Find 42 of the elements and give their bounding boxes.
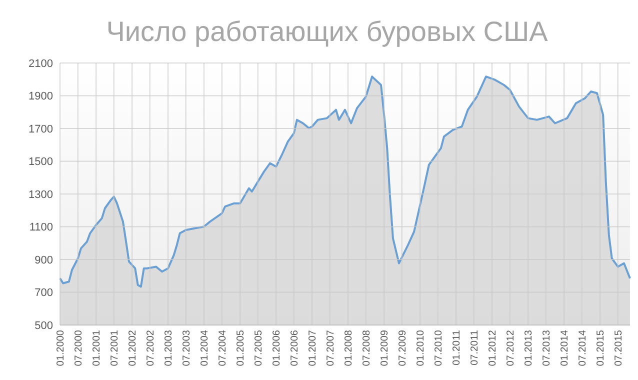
x-tick-label: 07.2001 (109, 330, 120, 366)
x-tick-label: 07.2010 (433, 330, 444, 366)
x-tick-label: 01.2011 (452, 330, 463, 366)
x-tick-label: 01.2013 (524, 330, 535, 366)
x-tick-label: 01.2003 (164, 330, 175, 366)
x-tick-label: 07.2003 (181, 330, 192, 366)
x-tick-label: 07.2009 (397, 330, 408, 366)
x-tick-label: 01.2007 (308, 330, 319, 366)
chart-title: Число работающих буровых США (106, 16, 548, 47)
x-tick-label: 07.2008 (361, 330, 372, 366)
x-tick-label: 07.2014 (577, 330, 588, 366)
x-tick-label: 01.2000 (56, 330, 66, 366)
x-tick-label: 07.2002 (145, 330, 156, 366)
x-tick-label: 07.2013 (541, 330, 552, 366)
x-tick-label: 07.2006 (289, 330, 300, 366)
x-tick-label: 01.2009 (380, 330, 391, 366)
y-tick-label: 2100 (28, 58, 53, 70)
y-tick-label: 500 (34, 320, 53, 332)
x-tick-label: 01.2005 (236, 330, 247, 366)
x-tick-label: 01.2012 (488, 330, 499, 366)
x-tick-label: 01.2006 (272, 330, 283, 366)
x-tick-label: 07.2004 (217, 330, 228, 366)
x-tick-label: 01.2004 (200, 330, 211, 366)
x-tick-label: 01.2015 (596, 330, 607, 366)
y-tick-label: 1500 (28, 156, 53, 168)
y-tick-label: 1900 (28, 90, 53, 103)
x-tick-label: 01.2010 (416, 330, 427, 366)
x-tick-label: 07.2011 (469, 330, 480, 366)
x-tick-label: 07.2005 (253, 330, 264, 366)
y-tick-label: 1100 (29, 222, 53, 234)
x-tick-label: 01.2002 (128, 330, 139, 366)
x-tick-label: 07.2007 (325, 330, 336, 366)
x-tick-label: 07.2012 (505, 330, 516, 366)
x-tick-label: 07.2015 (613, 330, 624, 366)
y-tick-label: 900 (34, 254, 53, 266)
x-tick-label: 01.2014 (560, 330, 571, 366)
x-tick-label: 07.2000 (73, 330, 84, 366)
x-tick-label: 01.2001 (92, 330, 103, 366)
x-tick-label: 01.2008 (344, 330, 355, 366)
y-tick-label: 1300 (28, 188, 53, 201)
y-tick-label: 700 (34, 287, 53, 300)
y-tick-label: 1700 (28, 123, 53, 136)
